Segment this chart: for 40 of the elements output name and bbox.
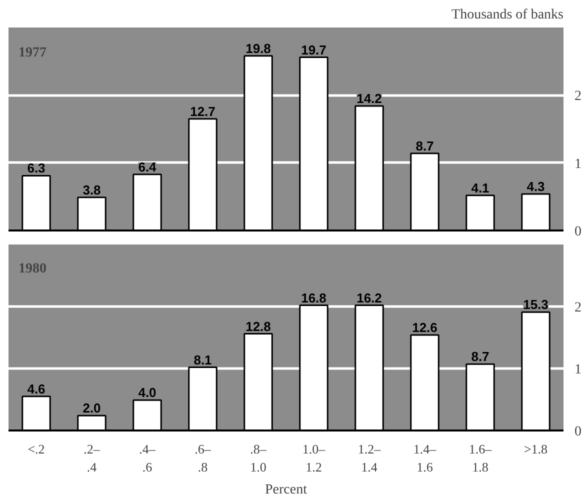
x-tick-label: .2– .4: [84, 442, 100, 474]
y-tick-label: 2: [574, 300, 582, 316]
annotation: 4.6: [27, 381, 46, 396]
annotation: 16.8: [301, 290, 326, 306]
y-tick-label: 1: [574, 156, 582, 172]
annotation: 6.3: [27, 160, 46, 176]
annotation: 6.4: [138, 159, 158, 174]
text: 1977: [18, 46, 46, 60]
text: 1980: [18, 262, 46, 276]
y-tick-label: 0: [574, 224, 582, 240]
x-tick-label: 1.2– 1.4: [358, 442, 382, 474]
annotation: 14.2: [356, 90, 382, 106]
annotation: 8.7: [416, 138, 434, 154]
y-axis-title: Thousands of banks: [452, 8, 564, 22]
annotation: 12.7: [190, 104, 216, 119]
annotation: 2.0: [82, 400, 101, 416]
x-axis-title: Percent: [265, 482, 308, 496]
annotation: 19.7: [301, 42, 326, 58]
annotation: 8.7: [471, 349, 490, 364]
x-tick-label: .6– .8: [194, 442, 212, 474]
annotation: 12.6: [412, 320, 438, 336]
annotation: 12.8: [246, 318, 271, 334]
x-tick-label: .8– 1.0: [250, 442, 267, 474]
annotation: 16.2: [356, 290, 382, 306]
annotation: 4.0: [138, 385, 156, 400]
annotation: 19.8: [246, 40, 271, 56]
x-tick-label: 1.4– 1.6: [413, 442, 437, 474]
annotation: 15.3: [523, 297, 548, 312]
x-tick-label: >1.8: [524, 442, 548, 456]
annotation: 3.8: [82, 182, 101, 198]
x-tick-label: <.2: [28, 442, 45, 456]
y-tick-label: 0: [574, 424, 582, 440]
y-tick-label: 2: [574, 89, 582, 104]
x-tick-label: 1.6– 1.8: [468, 442, 492, 474]
x-tick-label: .4– .6: [139, 442, 156, 474]
annotation: 4.3: [526, 178, 545, 194]
annotation: 8.1: [194, 352, 212, 368]
annotation: 4.1: [471, 180, 490, 196]
y-tick-label: 1: [574, 362, 582, 378]
x-tick-label: 1.0– 1.2: [302, 442, 326, 474]
